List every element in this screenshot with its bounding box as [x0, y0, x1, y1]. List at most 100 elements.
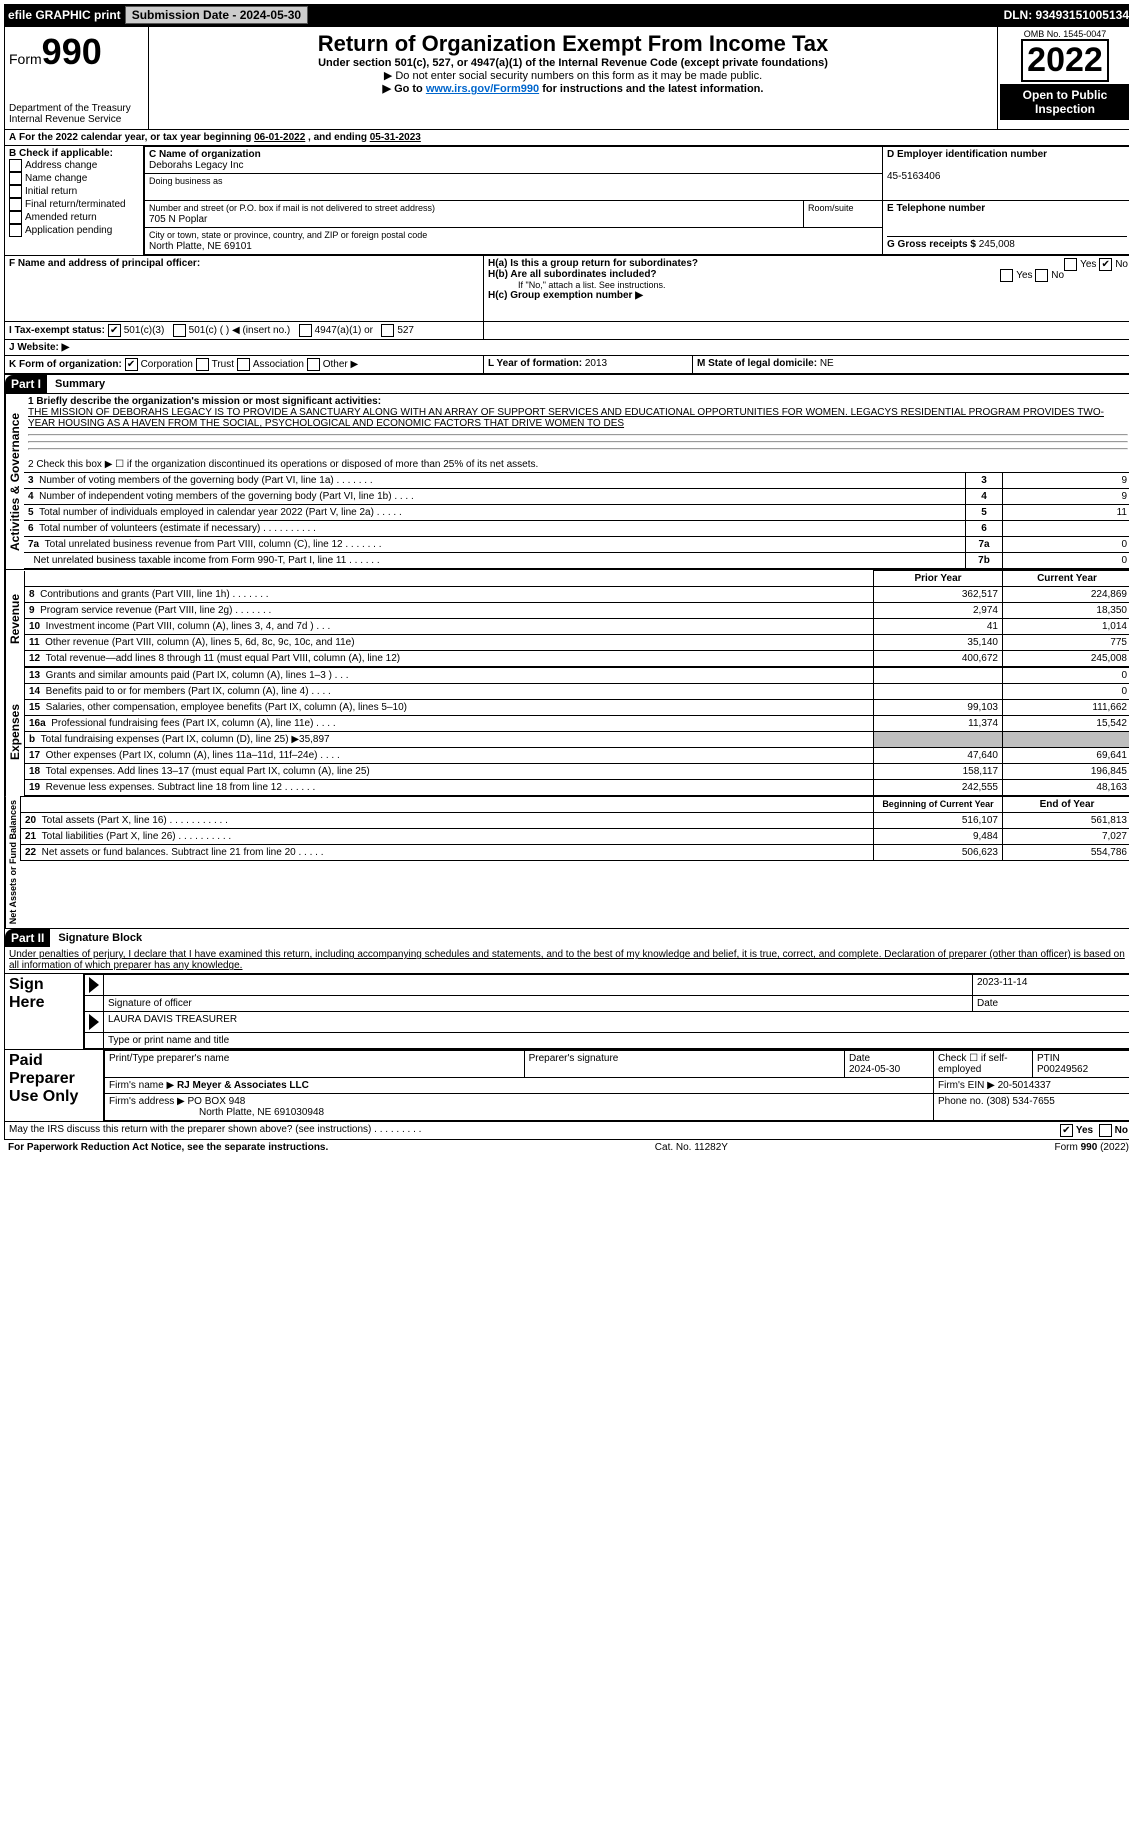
dln-label: DLN: 93493151005134	[1004, 8, 1129, 22]
501c3-checkbox[interactable]	[108, 324, 121, 337]
open-public-label: Open to Public Inspection	[1000, 84, 1129, 120]
dba-label: Doing business as	[149, 176, 223, 186]
ein-value: 45-5163406	[887, 171, 940, 182]
form-number: Form990	[9, 31, 144, 73]
self-emp: Check ☐ if self-employed	[934, 1051, 1033, 1078]
sig-officer-label: Signature of officer	[104, 996, 973, 1012]
box-l-label: L Year of formation:	[488, 358, 582, 369]
firm-ein: 20-5014337	[998, 1080, 1051, 1091]
footer-left: For Paperwork Reduction Act Notice, see …	[8, 1142, 328, 1153]
room-label: Room/suite	[808, 203, 854, 213]
h-a: H(a) Is this a group return for subordin…	[488, 258, 1128, 269]
box-g-label: G Gross receipts $	[887, 239, 976, 250]
501c-checkbox[interactable]	[173, 324, 186, 337]
sig-date-label: Date	[973, 996, 1129, 1012]
trust-checkbox[interactable]	[196, 358, 209, 371]
firm-addr2: North Platte, NE 691030948	[109, 1107, 324, 1118]
street-value: 705 N Poplar	[149, 214, 207, 225]
box-c-label: C Name of organization	[149, 149, 261, 160]
box-k-label: K Form of organization:	[9, 359, 122, 370]
boxb-checkbox[interactable]	[9, 198, 22, 211]
h-b: H(b) Are all subordinates included? Yes …	[488, 269, 1128, 280]
subtitle-1: Under section 501(c), 527, or 4947(a)(1)…	[153, 57, 993, 69]
efile-label: efile GRAPHIC print	[8, 8, 121, 22]
arrow-icon	[89, 1014, 99, 1030]
boxb-checkbox[interactable]	[9, 185, 22, 198]
boxb-checkbox[interactable]	[9, 224, 22, 237]
efile-topbar: efile GRAPHIC print Submission Date - 20…	[4, 4, 1129, 26]
net-label: Net Assets or Fund Balances	[5, 796, 20, 928]
sign-here-label: Sign Here	[5, 974, 84, 1049]
prior-year-header: Prior Year	[874, 571, 1003, 587]
corp-checkbox[interactable]	[125, 358, 138, 371]
submission-date-button[interactable]: Submission Date - 2024-05-30	[125, 6, 308, 24]
gov-label: Activities & Governance	[5, 394, 24, 569]
begin-year-header: Beginning of Current Year	[874, 797, 1003, 813]
discuss-yes-checkbox[interactable]	[1060, 1124, 1073, 1137]
box-j-label: J Website: ▶	[9, 342, 69, 353]
box-e-label: E Telephone number	[887, 203, 985, 214]
tax-year: 2022	[1021, 39, 1109, 82]
box-m-label: M State of legal domicile:	[697, 358, 817, 369]
omb-label: OMB No. 1545-0047	[1000, 29, 1129, 39]
firm-name: RJ Meyer & Associates LLC	[177, 1080, 309, 1091]
prep-h2: Preparer's signature	[524, 1051, 844, 1078]
entity-block: B Check if applicable: Address changeNam…	[4, 146, 1129, 256]
other-checkbox[interactable]	[307, 358, 320, 371]
boxb-checkbox[interactable]	[9, 159, 22, 172]
box-f-label: F Name and address of principal officer:	[9, 258, 200, 269]
prep-h1: Print/Type preparer's name	[105, 1051, 525, 1078]
form-header: Form990 Department of the Treasury Inter…	[4, 26, 1129, 130]
firm-phone: (308) 534-7655	[986, 1096, 1054, 1107]
prep-date: 2024-05-30	[849, 1064, 900, 1075]
box-d-label: D Employer identification number	[887, 149, 1047, 160]
irs-label: Internal Revenue Service	[9, 114, 144, 125]
4947-checkbox[interactable]	[299, 324, 312, 337]
527-checkbox[interactable]	[381, 324, 394, 337]
gross-receipts: 245,008	[979, 239, 1015, 250]
irs-link[interactable]: www.irs.gov/Form990	[426, 83, 539, 95]
name-label: Type or print name and title	[104, 1033, 1129, 1049]
hb-yes-checkbox[interactable]	[1000, 269, 1013, 282]
subtitle-2: ▶ Do not enter social security numbers o…	[153, 69, 993, 82]
year-formation: 2013	[585, 358, 607, 369]
firm-addr: PO BOX 948	[188, 1096, 246, 1107]
current-year-header: Current Year	[1003, 571, 1129, 587]
boxb-checkbox[interactable]	[9, 211, 22, 224]
rev-label: Revenue	[5, 570, 24, 667]
discuss-no-checkbox[interactable]	[1099, 1124, 1112, 1137]
box-b-label: B Check if applicable:	[9, 148, 139, 159]
discuss-line: May the IRS discuss this return with the…	[5, 1122, 1129, 1139]
part2-tag: Part II	[5, 929, 50, 947]
assoc-checkbox[interactable]	[237, 358, 250, 371]
sign-date: 2023-11-14	[973, 975, 1129, 996]
dept-label: Department of the Treasury	[9, 103, 144, 114]
part2-title: Signature Block	[50, 932, 142, 944]
arrow-icon	[89, 977, 99, 993]
officer-name: LAURA DAVIS TREASURER	[104, 1012, 1129, 1033]
mission-label: 1 Briefly describe the organization's mi…	[28, 396, 381, 407]
perjury-text: Under penalties of perjury, I declare th…	[4, 947, 1129, 974]
paid-preparer-label: Paid Preparer Use Only	[5, 1050, 104, 1121]
ha-no-checkbox[interactable]	[1099, 258, 1112, 271]
part1-tag: Part I	[5, 375, 47, 393]
street-label: Number and street (or P.O. box if mail i…	[149, 203, 435, 213]
line-a: A For the 2022 calendar year, or tax yea…	[5, 130, 1129, 145]
line2: 2 Check this box ▶ ☐ if the organization…	[24, 457, 1129, 472]
org-name: Deborahs Legacy Inc	[149, 160, 244, 171]
h-c: H(c) Group exemption number ▶	[488, 290, 1128, 301]
boxb-checkbox[interactable]	[9, 172, 22, 185]
city-value: North Platte, NE 69101	[149, 241, 252, 252]
city-label: City or town, state or province, country…	[149, 230, 427, 240]
end-year-header: End of Year	[1003, 797, 1129, 813]
ptin: P00249562	[1037, 1064, 1088, 1075]
box-i-label: I Tax-exempt status:	[9, 325, 105, 336]
footer-mid: Cat. No. 11282Y	[655, 1142, 728, 1153]
exp-label: Expenses	[5, 667, 24, 796]
ha-yes-checkbox[interactable]	[1064, 258, 1077, 271]
mission-text: THE MISSION OF DEBORAHS LEGACY IS TO PRO…	[28, 407, 1104, 429]
footer-right: Form 990 (2022)	[1055, 1142, 1129, 1153]
part1-title: Summary	[47, 378, 105, 390]
subtitle-3: ▶ Go to www.irs.gov/Form990 for instruct…	[153, 82, 993, 95]
hb-no-checkbox[interactable]	[1035, 269, 1048, 282]
